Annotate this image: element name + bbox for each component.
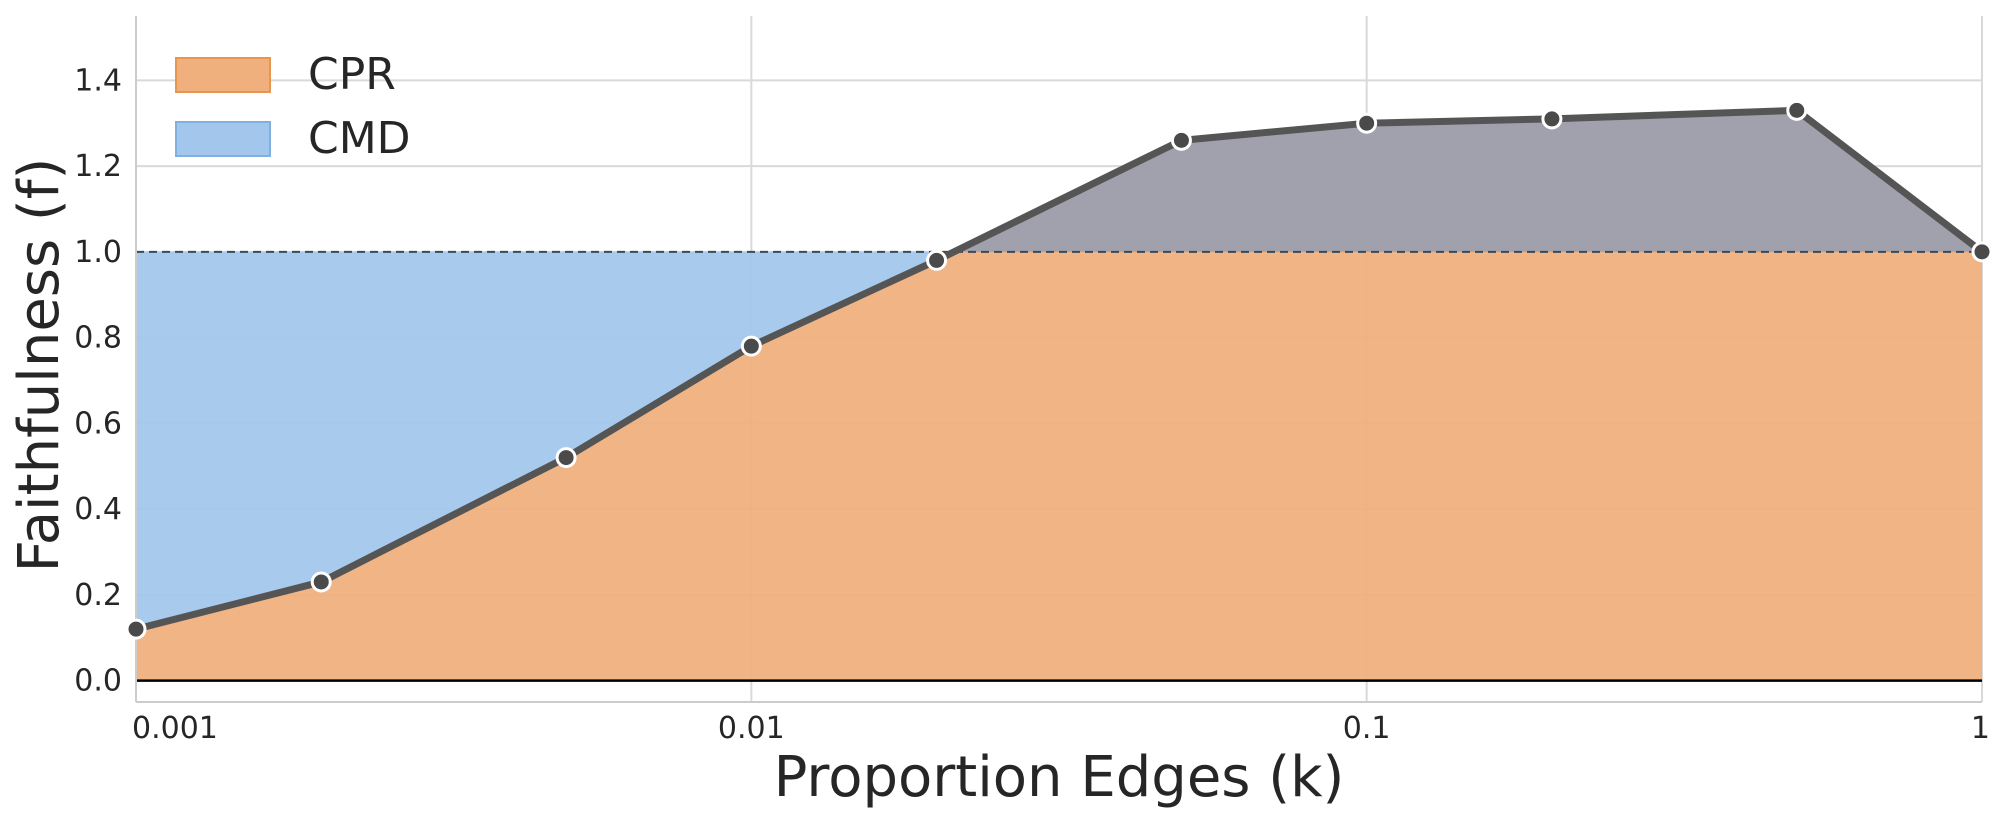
y-tick-label: 0.4 [74,492,122,527]
data-point [125,618,147,640]
reference-lines [136,250,1982,682]
x-tick-label: 1 [1971,711,1990,746]
y-tick-label: 0.6 [74,406,122,441]
area-fills [136,110,1982,681]
y-tick-label: 0.8 [74,321,122,356]
y-tick-label: 1.0 [74,235,122,270]
series-line [132,106,1986,633]
data-point [310,571,332,593]
x-tick-label: 0.01 [718,711,785,746]
data-point [1971,241,1993,263]
y-tick-label: 0.0 [74,664,122,699]
data-point [555,447,577,469]
data-point [740,335,762,357]
data-point [1356,112,1378,134]
legend-label: CPR [308,49,396,100]
x-tick-label: 0.001 [132,711,218,746]
y-tick-label: 1.4 [74,63,122,98]
y-axis-label: Faithfulness (f) [7,158,72,573]
tick-labels: 0.0 0.2 0.4 0.6 0.8 1.0 1.2 1.4 0.001 0.01 0.1 1 [74,63,1990,746]
series [125,99,1993,640]
y-tick-label: 1.2 [74,149,122,184]
data-point [1786,99,1808,121]
y-tick-label: 0.2 [74,578,122,613]
data-point [926,249,948,271]
x-tick-label: 0.1 [1343,711,1391,746]
legend-label: CMD [308,113,411,164]
excess-area [954,110,1982,252]
axes [135,16,1982,703]
data-point [1541,108,1563,130]
legend-swatch [175,121,271,157]
legend: CPR CMD [175,49,411,164]
data-point [1170,129,1192,151]
x-axis-label: Proportion Edges (k) [774,745,1345,810]
cpr-area [136,251,1982,681]
legend-swatch [175,57,271,93]
